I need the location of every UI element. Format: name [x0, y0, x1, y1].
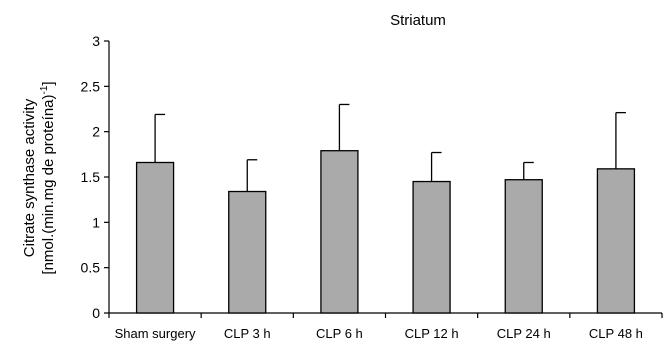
y-axis-label-exponent: -1 — [39, 85, 50, 94]
x-tick-label: CLP 24 h — [497, 326, 551, 341]
y-tick-label: 2 — [92, 124, 100, 140]
x-tick-label: Sham surgery — [115, 326, 196, 341]
x-tick-label: CLP 3 h — [224, 326, 271, 341]
x-tick-label: CLP 6 h — [316, 326, 363, 341]
x-tick-label: CLP 48 h — [589, 326, 643, 341]
bar — [135, 161, 175, 314]
plot-area: 0 0.5 1 1.5 2 2.5 3 Sham surgery CLP 3 h CLP 6 h C… — [81, 33, 663, 341]
bar — [228, 190, 267, 314]
y-axis-label: Citrate synthase activity [nmol.(min.mg … — [21, 81, 57, 274]
bar — [596, 168, 636, 314]
bar — [320, 150, 359, 314]
y-axis-label-unit: [nmol.(min.mg de proteína) — [40, 95, 57, 275]
bar — [504, 179, 543, 314]
y-tick-label: 3 — [92, 33, 100, 49]
y-tick-label: 2.5 — [81, 78, 101, 94]
y-axis-label-bracket: ] — [40, 81, 57, 85]
y-axis-label-line1: Citrate synthase activity — [21, 98, 38, 257]
y-tick-label: 0.5 — [81, 260, 101, 276]
y-axis-label-line2: [nmol.(min.mg de proteína)-1] — [39, 81, 57, 274]
chart-title: Striatum — [390, 12, 446, 29]
bar — [412, 180, 451, 314]
x-tick-label: CLP 12 h — [405, 326, 459, 341]
y-tick-label: 0 — [92, 305, 100, 321]
y-tick-label: 1 — [92, 214, 100, 230]
y-tick-label: 1.5 — [81, 169, 101, 185]
